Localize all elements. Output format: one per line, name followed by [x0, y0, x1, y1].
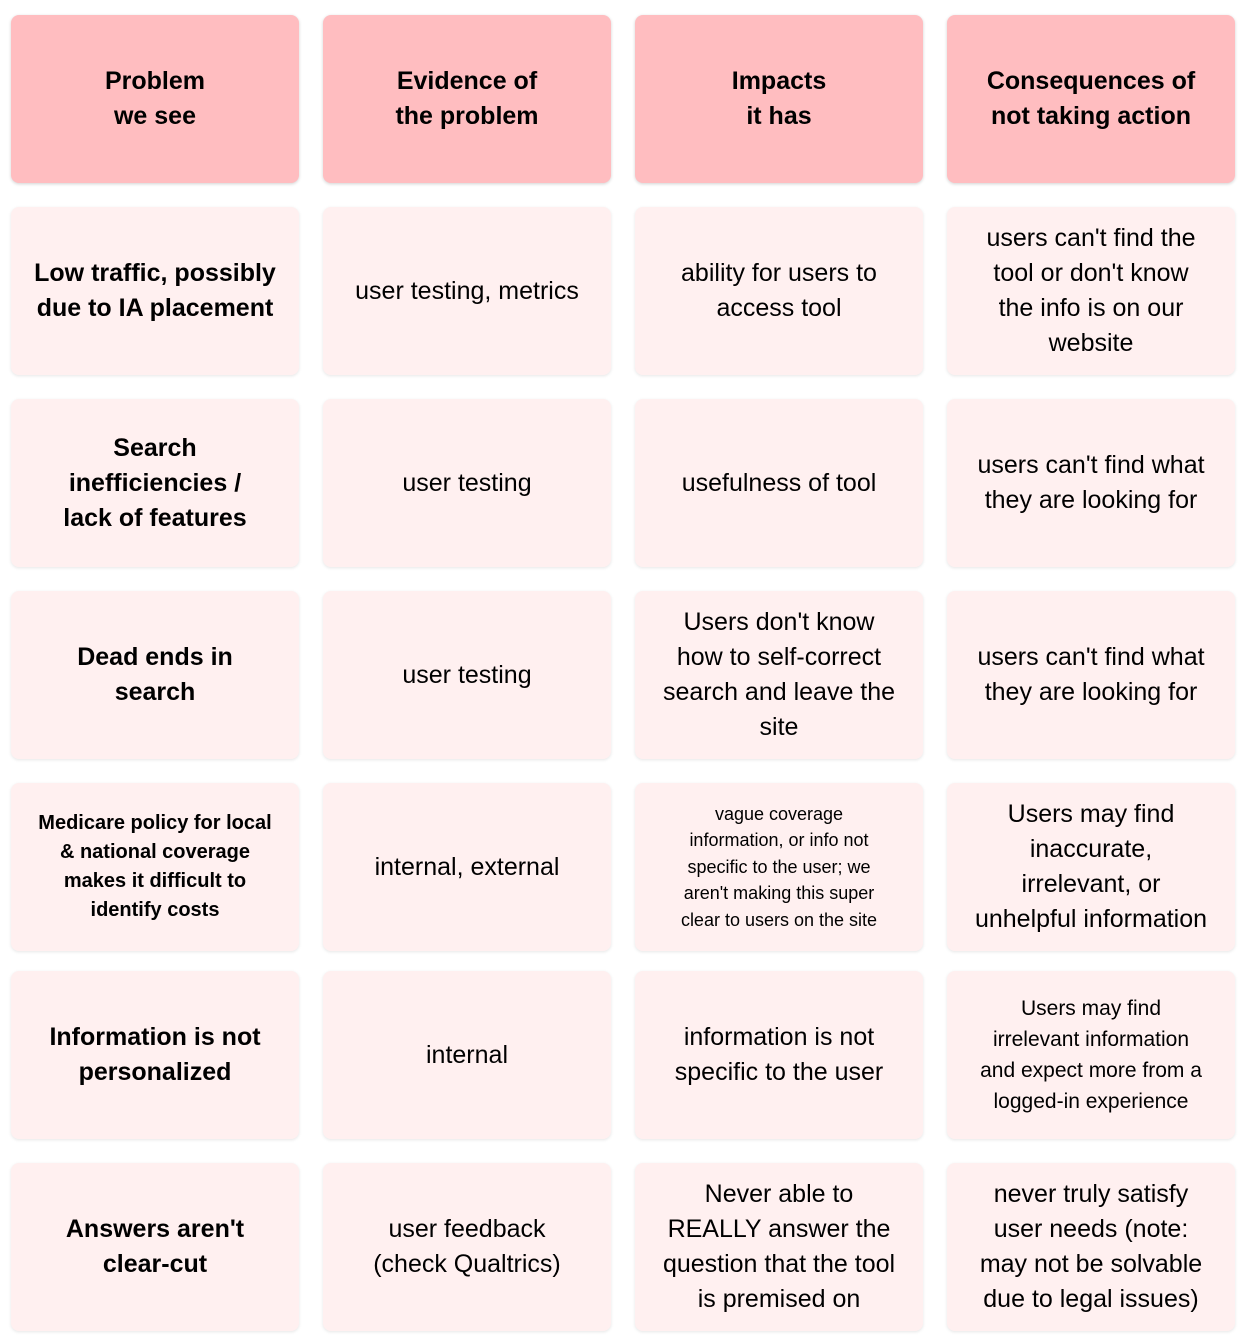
- problem-text: Dead ends in search: [77, 643, 233, 706]
- problem-card: Answers aren't clear-cut: [11, 1163, 299, 1331]
- impact-card: vague coverage information, or info not …: [635, 783, 923, 951]
- problem-text: Medicare policy for local & national cov…: [38, 812, 272, 921]
- header-impacts: Impacts it has: [635, 15, 923, 183]
- evidence-text: user testing, metrics: [355, 276, 579, 305]
- impact-card: usefulness of tool: [635, 399, 923, 567]
- impact-card: ability for users to access tool: [635, 207, 923, 375]
- problem-card: Medicare policy for local & national cov…: [11, 783, 299, 951]
- impact-card: Never able to REALLY answer the question…: [635, 1163, 923, 1331]
- evidence-card: internal: [323, 971, 611, 1139]
- evidence-card: user testing: [323, 591, 611, 759]
- problem-text: Information is not personalized: [49, 1023, 261, 1086]
- impact-text: Users don't know how to self-correct sea…: [662, 608, 896, 741]
- problem-text: Search inefficiencies / lack of features: [63, 433, 247, 532]
- consequence-card: Users may find inaccurate, irrelevant, o…: [947, 783, 1235, 951]
- consequence-card: users can't find what they are looking f…: [947, 591, 1235, 759]
- header-consequences-label: Consequences of not taking action: [986, 67, 1196, 130]
- evidence-text: user testing: [402, 660, 532, 689]
- evidence-text: internal: [426, 1040, 508, 1069]
- problem-card: Low traffic, possibly due to IA placemen…: [11, 207, 299, 375]
- consequence-card: users can't find the tool or don't know …: [947, 207, 1235, 375]
- evidence-card: user testing, metrics: [323, 207, 611, 375]
- evidence-card: user feedback (check Qualtrics): [323, 1163, 611, 1331]
- consequence-card: users can't find what they are looking f…: [947, 399, 1235, 567]
- problem-card: Dead ends in search: [11, 591, 299, 759]
- consequence-text: Users may find irrelevant information an…: [980, 997, 1202, 1113]
- consequence-text: users can't find the tool or don't know …: [986, 224, 1196, 357]
- consequence-text: users can't find what they are looking f…: [977, 643, 1205, 706]
- impact-text: Never able to REALLY answer the question…: [662, 1180, 896, 1313]
- problem-text: Answers aren't clear-cut: [65, 1215, 245, 1278]
- impact-card: Users don't know how to self-correct sea…: [635, 591, 923, 759]
- header-consequences: Consequences of not taking action: [947, 15, 1235, 183]
- header-problem-label: Problem we see: [104, 67, 206, 130]
- evidence-text: user feedback (check Qualtrics): [373, 1215, 561, 1278]
- header-impacts-label: Impacts it has: [731, 67, 827, 130]
- impact-text: ability for users to access tool: [681, 259, 877, 322]
- evidence-text: user testing: [402, 468, 532, 497]
- evidence-card: user testing: [323, 399, 611, 567]
- header-problem: Problem we see: [11, 15, 299, 183]
- problem-card: Search inefficiencies / lack of features: [11, 399, 299, 567]
- consequence-text: users can't find what they are looking f…: [977, 451, 1205, 514]
- problem-card: Information is not personalized: [11, 971, 299, 1139]
- impact-card: information is not specific to the user: [635, 971, 923, 1139]
- impact-text: information is not specific to the user: [674, 1023, 884, 1086]
- evidence-text: internal, external: [374, 852, 560, 881]
- impact-text: vague coverage information, or info not …: [680, 803, 878, 930]
- impact-text: usefulness of tool: [681, 468, 877, 497]
- header-evidence: Evidence of the problem: [323, 15, 611, 183]
- consequence-text: Users may find inaccurate, irrelevant, o…: [974, 800, 1208, 933]
- header-evidence-label: Evidence of the problem: [395, 67, 539, 130]
- problem-text: Low traffic, possibly due to IA placemen…: [34, 259, 276, 322]
- consequence-card: Users may find irrelevant information an…: [947, 971, 1235, 1139]
- evidence-card: internal, external: [323, 783, 611, 951]
- consequence-card: never truly satisfy user needs (note: ma…: [947, 1163, 1235, 1331]
- consequence-text: never truly satisfy user needs (note: ma…: [979, 1180, 1203, 1313]
